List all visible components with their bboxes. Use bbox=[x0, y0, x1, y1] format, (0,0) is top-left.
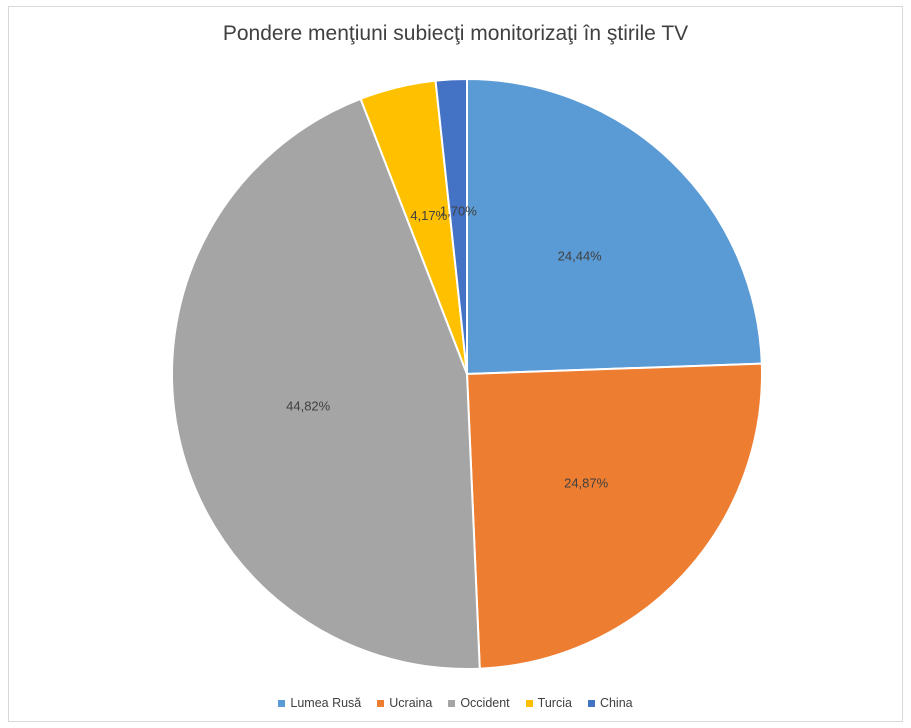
legend-label: Occident bbox=[460, 696, 510, 710]
legend-label: China bbox=[599, 696, 633, 710]
slice-china bbox=[434, 77, 468, 375]
data-label: 24,87% bbox=[564, 476, 609, 491]
data-label: 1,70% bbox=[440, 203, 477, 218]
legend-swatch bbox=[448, 699, 456, 707]
legend-label: Turcia bbox=[537, 696, 572, 710]
legend-item-china: China bbox=[587, 696, 633, 710]
legend-item-lumea-rusa: Lumea Rusă bbox=[278, 696, 361, 710]
data-label: 24,44% bbox=[558, 249, 603, 264]
slice-lumea-rusa bbox=[466, 77, 763, 376]
slice-occident bbox=[171, 97, 481, 670]
legend-label: Lumea Rusă bbox=[290, 696, 362, 710]
legend-item-ucraina: Ucraina bbox=[377, 696, 432, 710]
legend-swatch bbox=[525, 699, 533, 707]
legend-swatch bbox=[278, 699, 286, 707]
slice-ucraina bbox=[465, 362, 763, 670]
legend-label: Ucraina bbox=[389, 696, 433, 710]
legend-item-occident: Occident bbox=[448, 696, 510, 710]
chart-title: Pondere menţiuni subiecţi monitorizaţi î… bbox=[222, 22, 689, 45]
data-label: 4,17% bbox=[410, 208, 447, 223]
legend-swatch bbox=[377, 699, 385, 707]
data-label: 44,82% bbox=[286, 399, 331, 414]
legend-item-turcia: Turcia bbox=[525, 696, 572, 710]
chart-legend: Lumea Rusă Ucraina Occident Turcia China bbox=[0, 696, 911, 710]
legend-swatch bbox=[587, 699, 595, 707]
